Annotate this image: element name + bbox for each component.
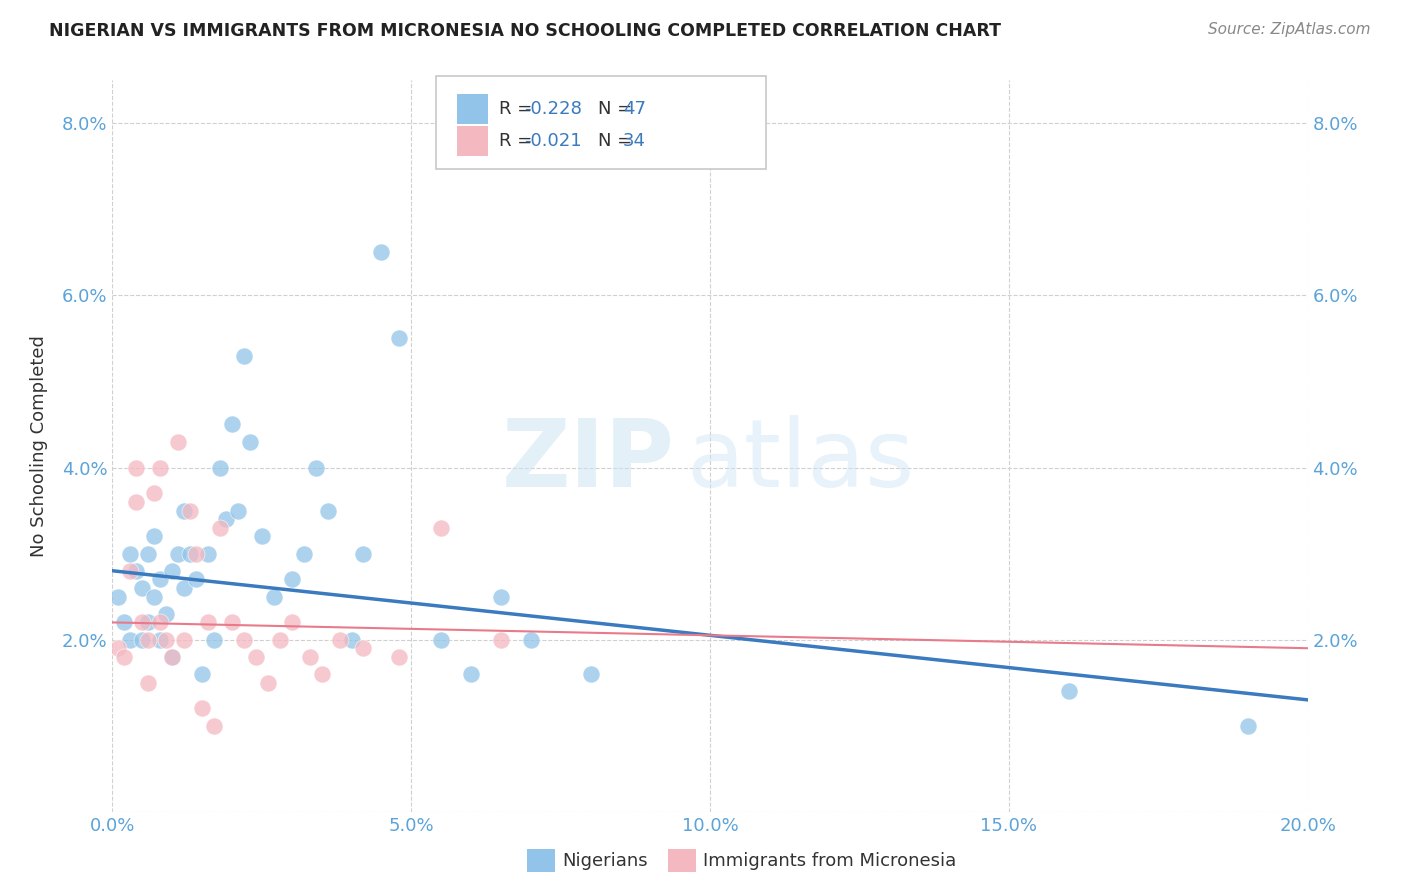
Point bbox=[179, 547, 201, 561]
Text: -0.021: -0.021 bbox=[524, 132, 582, 150]
Text: atlas: atlas bbox=[686, 415, 914, 507]
Text: Source: ZipAtlas.com: Source: ZipAtlas.com bbox=[1208, 22, 1371, 37]
Text: R =: R = bbox=[499, 132, 538, 150]
Point bbox=[489, 590, 512, 604]
Text: ZIP: ZIP bbox=[502, 415, 675, 507]
Point bbox=[520, 632, 543, 647]
Point bbox=[120, 547, 142, 561]
Point bbox=[257, 675, 280, 690]
Text: 47: 47 bbox=[623, 100, 645, 118]
Point bbox=[179, 503, 201, 517]
Point bbox=[209, 460, 232, 475]
Point bbox=[388, 649, 411, 664]
Text: N =: N = bbox=[598, 100, 637, 118]
Point bbox=[149, 632, 172, 647]
Point bbox=[186, 573, 208, 587]
Point bbox=[162, 649, 183, 664]
Point bbox=[305, 460, 328, 475]
Point bbox=[143, 590, 166, 604]
Point bbox=[370, 245, 392, 260]
Point bbox=[209, 521, 232, 535]
Point bbox=[202, 719, 225, 733]
Point bbox=[131, 632, 153, 647]
Point bbox=[239, 434, 262, 449]
Point bbox=[138, 675, 160, 690]
Point bbox=[143, 529, 166, 543]
Point bbox=[388, 331, 411, 345]
Point bbox=[221, 417, 243, 432]
Point bbox=[162, 649, 183, 664]
Point bbox=[143, 486, 166, 500]
Point bbox=[125, 564, 148, 578]
Point bbox=[353, 547, 375, 561]
Text: Nigerians: Nigerians bbox=[562, 852, 648, 870]
Point bbox=[162, 564, 183, 578]
Point bbox=[281, 573, 304, 587]
Point bbox=[191, 701, 214, 715]
Point bbox=[430, 521, 453, 535]
Point bbox=[138, 632, 160, 647]
Point bbox=[149, 573, 172, 587]
Point bbox=[120, 632, 142, 647]
Point bbox=[281, 615, 304, 630]
Point bbox=[340, 632, 363, 647]
Point bbox=[353, 641, 375, 656]
Point bbox=[125, 460, 148, 475]
Point bbox=[120, 564, 142, 578]
Point bbox=[298, 649, 321, 664]
Point bbox=[579, 667, 602, 681]
Point bbox=[173, 503, 195, 517]
Point bbox=[131, 615, 153, 630]
Text: 34: 34 bbox=[623, 132, 645, 150]
Point bbox=[202, 632, 225, 647]
Point bbox=[233, 632, 256, 647]
Point bbox=[233, 349, 256, 363]
Point bbox=[138, 547, 160, 561]
Point bbox=[215, 512, 238, 526]
Point bbox=[125, 495, 148, 509]
Point bbox=[107, 590, 129, 604]
Point bbox=[114, 649, 135, 664]
Point bbox=[221, 615, 243, 630]
Point bbox=[149, 615, 172, 630]
Text: -0.228: -0.228 bbox=[524, 100, 582, 118]
Point bbox=[430, 632, 453, 647]
Point bbox=[138, 615, 160, 630]
Text: N =: N = bbox=[598, 132, 637, 150]
Text: Immigrants from Micronesia: Immigrants from Micronesia bbox=[703, 852, 956, 870]
Point bbox=[191, 667, 214, 681]
Point bbox=[329, 632, 352, 647]
Text: R =: R = bbox=[499, 100, 538, 118]
Point bbox=[155, 632, 177, 647]
Point bbox=[107, 641, 129, 656]
Point bbox=[131, 581, 153, 595]
Point bbox=[489, 632, 512, 647]
Point bbox=[269, 632, 291, 647]
Point bbox=[292, 547, 315, 561]
Point bbox=[155, 607, 177, 621]
Point bbox=[197, 547, 219, 561]
Point bbox=[186, 547, 208, 561]
Point bbox=[245, 649, 267, 664]
Point bbox=[263, 590, 285, 604]
Point bbox=[226, 503, 249, 517]
Point bbox=[250, 529, 273, 543]
Point bbox=[311, 667, 333, 681]
Point bbox=[173, 581, 195, 595]
Point bbox=[167, 434, 190, 449]
Point bbox=[167, 547, 190, 561]
Y-axis label: No Schooling Completed: No Schooling Completed bbox=[30, 335, 48, 557]
Point bbox=[197, 615, 219, 630]
Point bbox=[149, 460, 172, 475]
Point bbox=[316, 503, 339, 517]
Point bbox=[460, 667, 482, 681]
Text: NIGERIAN VS IMMIGRANTS FROM MICRONESIA NO SCHOOLING COMPLETED CORRELATION CHART: NIGERIAN VS IMMIGRANTS FROM MICRONESIA N… bbox=[49, 22, 1001, 40]
Point bbox=[114, 615, 135, 630]
Point bbox=[1237, 719, 1260, 733]
Point bbox=[173, 632, 195, 647]
Point bbox=[1057, 684, 1080, 698]
